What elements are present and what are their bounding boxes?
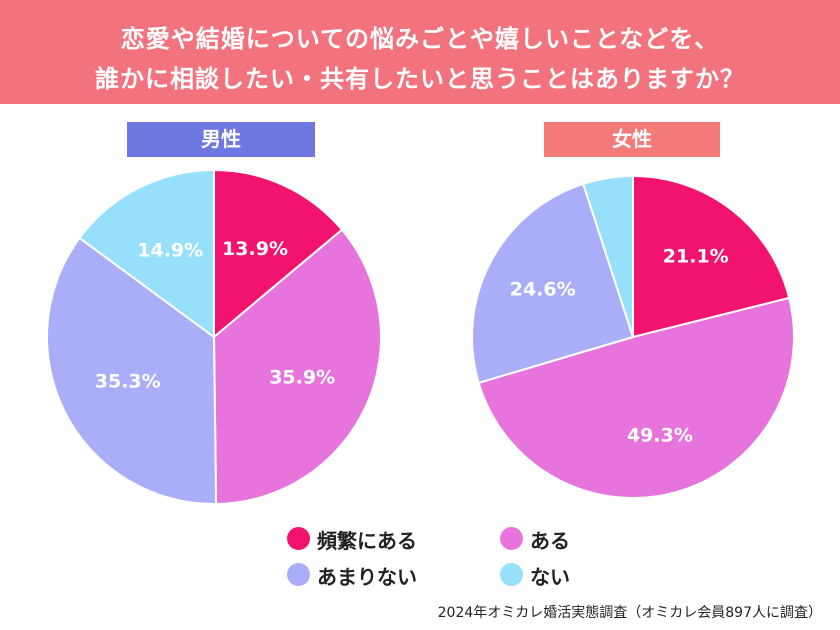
male-label-frequent: 13.9% bbox=[222, 238, 288, 260]
title-line-2: 誰かに相談したい・共有したいと思うことはありますか？ bbox=[95, 65, 745, 93]
female-slice-frequent bbox=[632, 174, 791, 339]
male-slice-frequent bbox=[213, 169, 344, 340]
legend-swatch-rarely bbox=[287, 563, 310, 586]
female-slice-never bbox=[581, 174, 634, 338]
female-chart-title: 女性 bbox=[544, 122, 720, 157]
female-slice-sometimes bbox=[477, 296, 795, 499]
legend-label-sometimes: ある bbox=[530, 529, 570, 553]
male-slice-never bbox=[78, 169, 215, 339]
legend-label-frequent: 頻繁にある bbox=[317, 529, 417, 553]
title-line-1: 恋愛や結婚についての悩みごとや嬉しいことなどを、 bbox=[120, 25, 720, 53]
legend-swatch-frequent bbox=[287, 527, 310, 550]
female-label-sometimes: 49.3% bbox=[627, 424, 693, 446]
male-pie-chart: 13.9% 35.9% 35.3% 14.9% bbox=[46, 169, 382, 506]
male-label-sometimes: 35.9% bbox=[269, 366, 335, 388]
male-label-never: 14.9% bbox=[137, 239, 203, 261]
female-slice-rarely bbox=[471, 182, 635, 385]
male-slice-rarely bbox=[46, 236, 218, 505]
male-slice-sometimes bbox=[212, 228, 382, 506]
legend-swatch-never bbox=[500, 563, 523, 586]
legend-swatch-sometimes bbox=[500, 527, 523, 550]
male-label-rarely: 35.3% bbox=[95, 370, 161, 392]
source-note: 2024年オミカレ婚活実態調査（オミカレ会員897人に調査） bbox=[437, 605, 822, 621]
female-pie-chart: 21.1% 49.3% 24.6% bbox=[471, 174, 795, 499]
legend-label-never: ない bbox=[530, 565, 570, 589]
female-label-frequent: 21.1% bbox=[663, 246, 729, 268]
female-label-rarely: 24.6% bbox=[510, 279, 576, 301]
legend-label-rarely: あまりない bbox=[317, 565, 417, 589]
male-chart-title: 男性 bbox=[127, 122, 315, 157]
title-banner: 恋愛や結婚についての悩みごとや嬉しいことなどを、 誰かに相談したい・共有したいと… bbox=[0, 0, 840, 104]
